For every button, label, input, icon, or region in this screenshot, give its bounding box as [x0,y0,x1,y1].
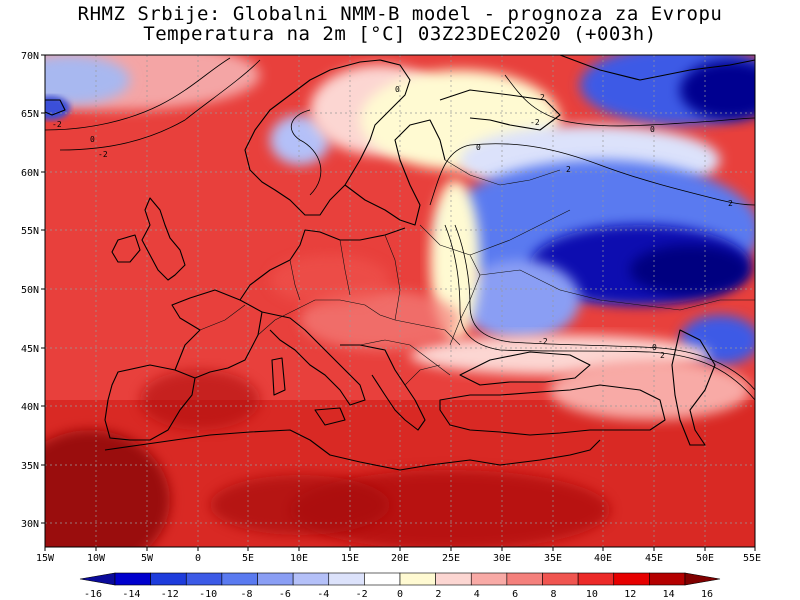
lon-tick-label: 15E [341,553,359,564]
colorbar-label: 10 [586,589,598,600]
lon-tick-label: 20E [391,553,409,564]
lat-tick-label: 45N [21,344,39,355]
svg-text:2: 2 [566,165,571,174]
colorbar-label: -10 [199,589,217,600]
svg-text:0: 0 [650,125,655,134]
lon-tick-label: 0 [195,553,201,564]
svg-text:0: 0 [652,343,657,352]
lat-tick-label: 70N [21,51,39,62]
colorbar-swatch [399,572,436,586]
colorbar-label: 16 [701,589,713,600]
lon-tick-label: 25E [442,553,460,564]
colorbar-swatch [221,572,258,586]
lon-tick-label: 10W [87,553,106,564]
lat-tick-labels: 70N 65N 60N 55N 50N 45N 40N 35N 30N [21,51,39,530]
lon-tick-label: 55E [743,553,761,564]
colorbar-swatch [150,572,187,586]
colorbar-label: 4 [474,589,480,600]
lat-tick-label: 40N [21,402,39,413]
colorbar-label: -4 [317,589,329,600]
lon-tick-label: 5E [242,553,254,564]
svg-text:2: 2 [728,199,733,208]
lat-tick-label: 30N [21,519,39,530]
svg-text:2: 2 [540,93,545,102]
lat-tick-label: 65N [21,109,39,120]
colorbar-swatch [613,572,650,586]
coastlines [45,55,755,471]
colorbar-swatch [577,572,615,586]
colorbar-arrow-low [79,572,116,586]
lat-tick-label: 60N [21,168,39,179]
lat-tick-label: 50N [21,285,39,296]
svg-text:0: 0 [90,135,95,144]
svg-text:0: 0 [476,143,481,152]
lon-tick-label: 5W [141,553,154,564]
colorbar-label: 14 [663,589,675,600]
colorbar-label: 2 [435,589,441,600]
isotherms [45,57,755,401]
colorbar-label: -14 [122,589,140,600]
colorbar-swatch [470,572,508,586]
colorbar-swatch [435,572,472,586]
colorbar-label: -12 [161,589,179,600]
lon-tick-labels: 15W 10W 5W 0 5E 10E 15E 20E 25E 30E 35E … [36,553,761,564]
colorbar-swatch [328,572,365,586]
lon-tick-label: 50E [696,553,714,564]
lon-tick-label: 35E [544,553,562,564]
colorbar-label: 0 [397,589,403,600]
contour-labels: -2 0 -2 0 2 0 2 -2 0 2 -2 0 2 [52,85,733,360]
colorbar-label: 12 [624,589,636,600]
svg-text:-2: -2 [98,150,108,159]
svg-text:0: 0 [395,85,400,94]
colorbar: -16 -14 -12 -10 -8 -6 -4 -2 0 2 4 6 8 10 12 14 16 [79,572,721,600]
colorbar-label: 8 [550,589,556,600]
colorbar-swatch [364,572,401,586]
map-subtitle: Temperatura na 2m [°C] 03Z23DEC2020 (+00… [143,23,657,45]
borders [199,159,755,386]
lon-tick-label: 30E [493,553,511,564]
tick-marks [41,54,756,551]
colorbar-swatch [114,572,151,586]
svg-text:-2: -2 [538,337,548,346]
lon-tick-label: 45E [645,553,663,564]
colorbar-arrow-high [684,572,721,586]
colorbar-label: -2 [356,589,368,600]
colorbar-label: -6 [279,589,291,600]
lon-tick-label: 15W [36,553,55,564]
colorbar-swatch [542,572,579,586]
lat-tick-label: 55N [21,226,39,237]
svg-text:2: 2 [660,351,665,360]
colorbar-label: -16 [84,589,102,600]
colorbar-swatch [185,572,223,586]
svg-text:-2: -2 [52,120,62,129]
temperature-field: -2 0 -2 0 2 0 2 -2 0 2 -2 0 2 [45,55,755,547]
lat-tick-label: 35N [21,461,39,472]
svg-text:-2: -2 [530,118,540,127]
colorbar-swatch [292,572,330,586]
map-title: RHMZ Srbije: Globalni NMM-B model - prog… [77,3,723,25]
lon-tick-label: 10E [290,553,308,564]
colorbar-swatch [257,572,294,586]
colorbar-swatch [649,572,686,586]
colorbar-label: 6 [512,589,518,600]
lon-tick-label: 40E [594,553,612,564]
colorbar-label: -8 [240,589,252,600]
colorbar-swatch [506,572,543,586]
